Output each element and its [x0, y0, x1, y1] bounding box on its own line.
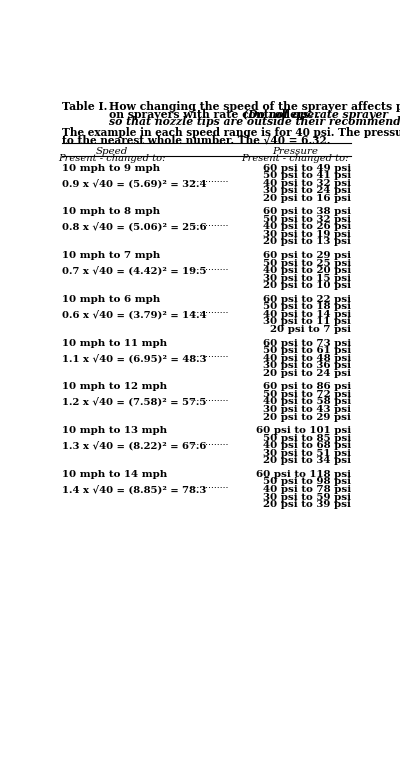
Text: to the nearest whole number. The √40 = 6.32.: to the nearest whole number. The √40 = 6… — [62, 135, 331, 146]
Text: Present - changed to:: Present - changed to: — [58, 154, 166, 163]
Text: Pressure: Pressure — [272, 147, 318, 156]
Text: 10 mph to 9 mph: 10 mph to 9 mph — [62, 164, 160, 172]
Text: 20 psi to 10 psi: 20 psi to 10 psi — [263, 281, 351, 290]
Text: 30 psi to 19 psi: 30 psi to 19 psi — [263, 230, 351, 239]
Text: 40 psi to 78 psi: 40 psi to 78 psi — [262, 485, 351, 494]
Text: 40 psi to 14 psi: 40 psi to 14 psi — [262, 310, 351, 319]
Text: 30 psi to 59 psi: 30 psi to 59 psi — [263, 492, 351, 502]
Text: 50 psi to 61 psi: 50 psi to 61 psi — [262, 346, 351, 355]
Text: 60 psi to 86 psi: 60 psi to 86 psi — [262, 383, 351, 391]
Text: 10 mph to 13 mph: 10 mph to 13 mph — [62, 426, 168, 435]
Text: 1.1 x √40 = (6.95)² = 48.3: 1.1 x √40 = (6.95)² = 48.3 — [62, 354, 207, 363]
Text: 50 psi to 85 psi: 50 psi to 85 psi — [262, 434, 351, 443]
Text: 10 mph to 7 mph: 10 mph to 7 mph — [62, 251, 161, 260]
Text: 40 psi to 58 psi: 40 psi to 58 psi — [262, 397, 351, 406]
Text: 60 psi to 49 psi: 60 psi to 49 psi — [262, 164, 351, 172]
Text: (Do not operate sprayer: (Do not operate sprayer — [243, 109, 388, 120]
Text: 50 psi to 18 psi: 50 psi to 18 psi — [263, 303, 351, 311]
Text: 20 psi to 39 psi: 20 psi to 39 psi — [263, 500, 351, 509]
Text: on sprayers with rate controllers.: on sprayers with rate controllers. — [109, 109, 316, 120]
Text: 10 mph to 14 mph: 10 mph to 14 mph — [62, 470, 168, 479]
Text: The example in each speed range is for 40 psi. The pressures are rounded: The example in each speed range is for 4… — [62, 127, 400, 138]
Text: 40 psi to 48 psi: 40 psi to 48 psi — [262, 354, 351, 363]
Text: 10 mph to 11 mph: 10 mph to 11 mph — [62, 339, 168, 347]
Text: 30 psi to 51 psi: 30 psi to 51 psi — [263, 448, 351, 458]
Text: 30 psi to 11 psi: 30 psi to 11 psi — [263, 318, 351, 326]
Text: Speed: Speed — [96, 147, 128, 156]
Text: 40 psi to 20 psi: 40 psi to 20 psi — [262, 266, 351, 275]
Text: 60 psi to 29 psi: 60 psi to 29 psi — [263, 251, 351, 260]
Text: 1.4 x √40 = (8.85)² = 78.3: 1.4 x √40 = (8.85)² = 78.3 — [62, 485, 207, 495]
Text: 30 psi to 24 psi: 30 psi to 24 psi — [263, 186, 351, 195]
Text: 60 psi to 38 psi: 60 psi to 38 psi — [263, 207, 351, 216]
Text: 50 psi to 72 psi: 50 psi to 72 psi — [262, 390, 351, 399]
Text: 50 psi to 25 psi: 50 psi to 25 psi — [262, 259, 351, 267]
Text: 50 psi to 32 psi: 50 psi to 32 psi — [263, 215, 351, 223]
Text: 0.8 x √40 = (5.06)² = 25.6: 0.8 x √40 = (5.06)² = 25.6 — [62, 223, 207, 232]
Text: 0.9 x √40 = (5.69)² = 32.4: 0.9 x √40 = (5.69)² = 32.4 — [62, 179, 207, 188]
Text: 20 psi to 29 psi: 20 psi to 29 psi — [263, 412, 351, 422]
Text: 50 psi to 98 psi: 50 psi to 98 psi — [263, 477, 351, 486]
Text: 10 mph to 12 mph: 10 mph to 12 mph — [62, 383, 168, 391]
Text: 1.3 x √40 = (8.22)² = 67.6: 1.3 x √40 = (8.22)² = 67.6 — [62, 441, 207, 451]
Text: 60 psi to 22 psi: 60 psi to 22 psi — [263, 295, 351, 304]
Text: so that nozzle tips are outside their recommended pressure range.): so that nozzle tips are outside their re… — [109, 116, 400, 128]
Text: 40 psi to 68 psi: 40 psi to 68 psi — [262, 441, 351, 450]
Text: 1.2 x √40 = (7.58)² = 57.5: 1.2 x √40 = (7.58)² = 57.5 — [62, 397, 207, 407]
Text: 20 psi to 16 psi: 20 psi to 16 psi — [263, 194, 351, 203]
Text: 20 psi to 7 psi: 20 psi to 7 psi — [270, 325, 351, 334]
Text: 30 psi to 15 psi: 30 psi to 15 psi — [263, 274, 351, 283]
Text: 60 psi to 73 psi: 60 psi to 73 psi — [262, 339, 351, 347]
Text: 40 psi to 26 psi: 40 psi to 26 psi — [262, 223, 351, 231]
Text: 20 psi to 13 psi: 20 psi to 13 psi — [263, 238, 351, 246]
Text: 0.7 x √40 = (4.42)² = 19.5: 0.7 x √40 = (4.42)² = 19.5 — [62, 266, 207, 276]
Text: 0.6 x √40 = (3.79)² = 14.4: 0.6 x √40 = (3.79)² = 14.4 — [62, 310, 207, 319]
Text: How changing the speed of the sprayer affects pressure: How changing the speed of the sprayer af… — [109, 101, 400, 112]
Text: 60 psi to 118 psi: 60 psi to 118 psi — [256, 470, 351, 479]
Text: 30 psi to 43 psi: 30 psi to 43 psi — [263, 405, 351, 414]
Text: 10 mph to 8 mph: 10 mph to 8 mph — [62, 207, 160, 216]
Text: Present - changed to:: Present - changed to: — [241, 154, 349, 163]
Text: Table I.: Table I. — [62, 101, 108, 112]
Text: 20 psi to 24 psi: 20 psi to 24 psi — [263, 368, 351, 378]
Text: 30 psi to 36 psi: 30 psi to 36 psi — [263, 361, 351, 370]
Text: 20 psi to 34 psi: 20 psi to 34 psi — [263, 456, 351, 465]
Text: 10 mph to 6 mph: 10 mph to 6 mph — [62, 295, 161, 304]
Text: 40 psi to 32 psi: 40 psi to 32 psi — [263, 179, 351, 187]
Text: 60 psi to 101 psi: 60 psi to 101 psi — [256, 426, 351, 435]
Text: 50 psi to 41 psi: 50 psi to 41 psi — [262, 171, 351, 180]
